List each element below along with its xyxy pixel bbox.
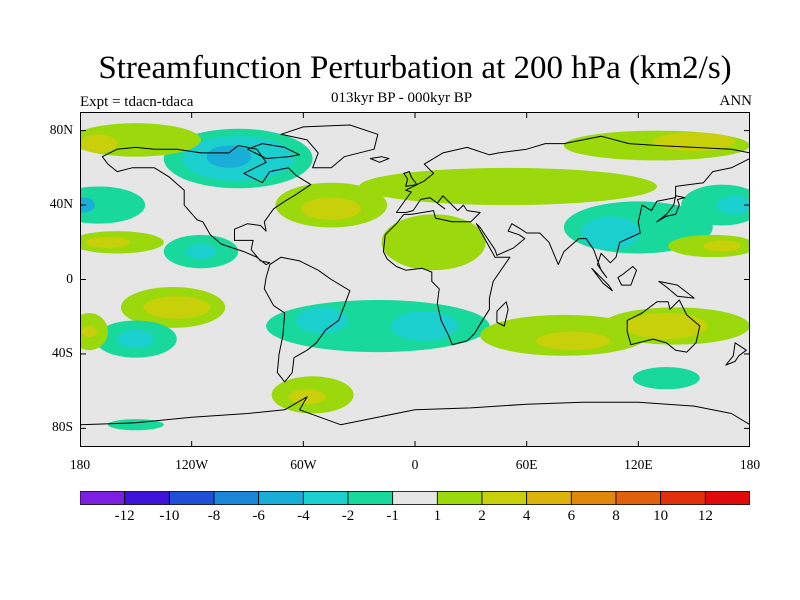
contour-south-atlantic-low-core-east (390, 311, 458, 341)
lon-tick-label: 180 (69, 457, 91, 472)
coastline-sumatra (591, 267, 613, 292)
lon-tick-label: 120W (175, 457, 209, 472)
chart-title: Streamfunction Perturbation at 200 hPa (… (98, 50, 732, 86)
lon-tick-label: 180 (739, 457, 761, 472)
coastline-antarctica (80, 396, 750, 426)
coastline-madagascar (496, 301, 509, 327)
lon-tick-label: 120E (624, 457, 653, 472)
colorbar-label: -10 (159, 508, 180, 524)
colorbar-swatch (436, 491, 483, 505)
lat-tick-label: 40N (49, 196, 73, 212)
colorbar-swatch (347, 491, 394, 505)
contour-far-sw-pacific-high-core (81, 326, 97, 338)
colorbar-label: -4 (297, 508, 310, 524)
coastline-south-america (263, 256, 351, 383)
lat-tick-label: 80S (51, 419, 73, 435)
colorbar-label: 4 (522, 508, 531, 524)
colorbar-swatch (80, 491, 126, 505)
colorbar-swatch (213, 491, 260, 505)
coastline-borneo (617, 266, 637, 286)
contour-north-pacific-high (80, 134, 118, 153)
contour-w-pacific-high-core (703, 240, 741, 252)
colorbar-label: -6 (252, 508, 265, 524)
contour-eurasia-band (359, 167, 657, 206)
colorbar-swatch (526, 491, 572, 505)
contour-se-pacific-high-core (143, 296, 211, 319)
contour-s-pacific-low-core (117, 329, 155, 349)
colorbar-label: 10 (653, 508, 669, 524)
coastline-australia (626, 299, 701, 353)
colorbar-swatch (168, 491, 215, 505)
colorbar-swatch (570, 491, 617, 505)
contour-nw-pacific-low (681, 184, 750, 226)
season-label: ANN (719, 93, 753, 109)
contour-south-atlantic-low-core-west (295, 307, 348, 334)
coastline-greenland (280, 124, 379, 169)
colorbar-label: -2 (341, 508, 355, 524)
coastline-new-zealand (725, 342, 747, 366)
contour-indian-ocean-high-core (535, 331, 611, 351)
contour-layer (80, 123, 750, 431)
contour-north-atlantic-high (301, 197, 362, 220)
lon-tick-label: 60E (515, 457, 538, 472)
contour-australia-high-core (625, 313, 708, 340)
coastline-baffin (247, 143, 301, 159)
chart-subtitle: 013kyr BP - 000kyr BP (331, 90, 473, 106)
coastline-new-guinea (658, 280, 695, 299)
colorbar-label: 8 (612, 508, 620, 524)
colorbar-label: 12 (697, 508, 713, 524)
colorbar-label: 2 (478, 508, 486, 524)
coastline-eurasia-africa (382, 135, 750, 346)
colorbar-label: 6 (567, 508, 576, 524)
coastline-layer (80, 124, 750, 426)
coastline-iceland (369, 156, 390, 163)
colorbar-label: -12 (114, 508, 135, 524)
map-plot (80, 112, 750, 447)
colorbar-swatch (660, 491, 706, 505)
contour-west-pacific-low-core (80, 197, 95, 213)
coastline-uk (403, 171, 418, 187)
colorbar-swatch (302, 491, 349, 505)
colorbar-swatch (481, 491, 528, 505)
colorbar-swatch (615, 491, 662, 505)
coastline-japan (656, 195, 686, 223)
contour-africa-band (381, 214, 486, 271)
lat-tick-label: 0 (66, 270, 73, 286)
coastline-north-america (101, 145, 312, 266)
colorbar-label: -8 (207, 508, 221, 524)
contour-southern-ocean-low (632, 366, 700, 390)
lon-tick-label: 0 (411, 457, 419, 472)
colorbar-label: -1 (386, 508, 399, 524)
colorbar (80, 491, 750, 505)
colorbar-swatch (704, 491, 750, 505)
lat-tick-label: 80N (49, 121, 73, 137)
lon-tick-label: 60W (290, 457, 317, 472)
contour-nw-pacific-low-core (716, 195, 750, 215)
colorbar-label: 1 (433, 508, 442, 524)
colorbar-swatch (258, 491, 304, 505)
contour-arctic-canada-center (206, 145, 252, 168)
colorbar-swatch (124, 491, 170, 505)
colorbar-swatch (392, 491, 438, 505)
contour-asia-low-core (580, 216, 641, 250)
contour-eastern-pacific-low-core (186, 244, 216, 260)
experiment-label: Expt = tdacn-tdaca (80, 94, 194, 110)
lat-tick-label: 40S (51, 344, 73, 360)
contour-west-pacific-low (80, 186, 146, 224)
contour-n-subtropical-pacific-high-core (85, 236, 131, 248)
